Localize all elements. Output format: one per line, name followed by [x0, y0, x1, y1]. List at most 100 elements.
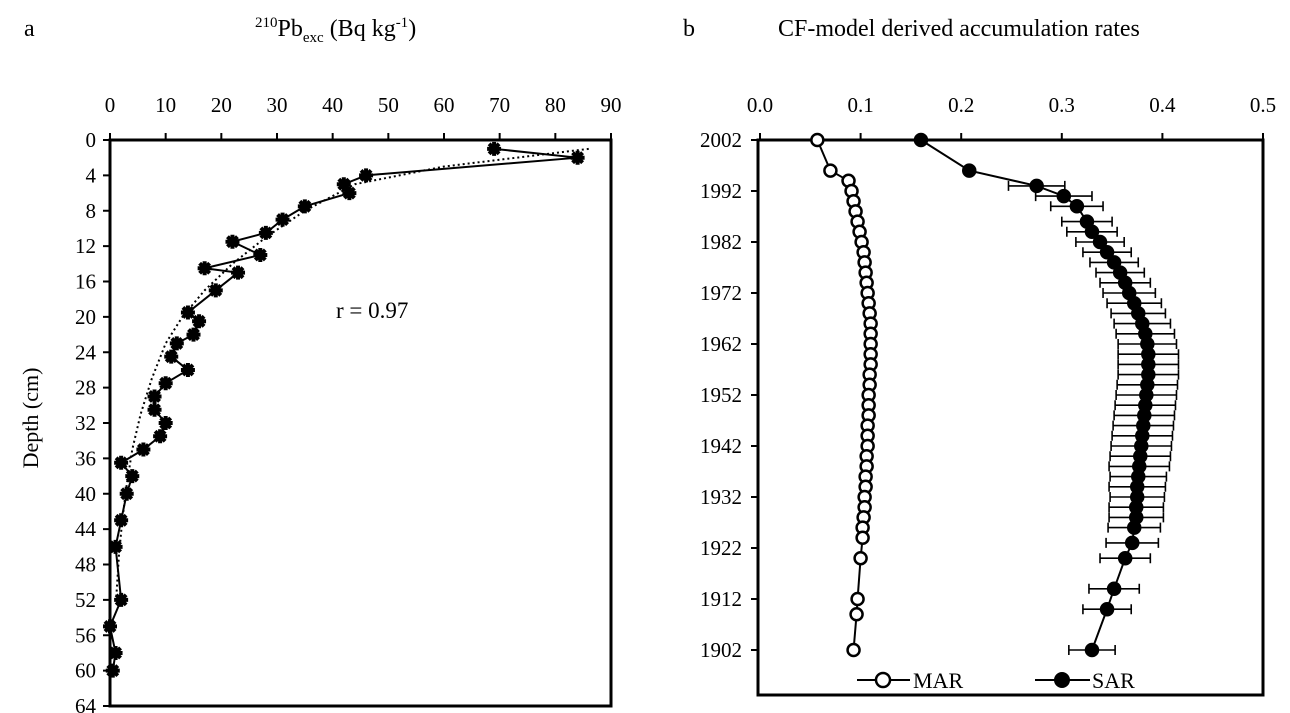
- data-point: [180, 305, 195, 320]
- sar-point: [1069, 199, 1085, 214]
- mar-point: [810, 132, 825, 148]
- mar-point: [823, 163, 838, 178]
- data-point: [231, 265, 246, 280]
- sar-point: [1106, 581, 1122, 597]
- x-tick-label: 0.1: [847, 93, 873, 117]
- y-tick-label: 1942: [700, 434, 742, 458]
- y-tick-label: 1902: [700, 638, 742, 662]
- mar-point: [846, 642, 861, 658]
- y-tick-label: 1962: [700, 332, 742, 356]
- data-point: [180, 362, 195, 377]
- data-point: [119, 486, 134, 501]
- x-tick-label: 0.3: [1049, 93, 1075, 117]
- y-tick-label: 60: [75, 659, 96, 683]
- data-point: [275, 212, 290, 227]
- y-tick-label: 32: [75, 411, 96, 435]
- sar-point: [1099, 244, 1115, 260]
- legend-sar-label: SAR: [1092, 668, 1135, 693]
- panel-a-title: 210Pbexc (Bq kg-1): [255, 15, 416, 46]
- legend-mar-marker: [874, 671, 892, 689]
- data-point: [158, 416, 173, 430]
- legend: MAR SAR: [857, 668, 1135, 693]
- data-point: [158, 376, 173, 391]
- y-tick-label: 1912: [700, 587, 742, 611]
- y-tick-label: 1952: [700, 383, 742, 407]
- x-tick-label: 0.2: [948, 93, 974, 117]
- measured-line: [108, 147, 578, 671]
- mar-point: [850, 591, 865, 607]
- data-point: [125, 469, 140, 484]
- sar-point: [961, 163, 977, 178]
- data-point: [186, 327, 201, 342]
- sar-point: [1126, 520, 1142, 535]
- y-tick-label: 64: [75, 694, 97, 713]
- y-tick-label: 4: [86, 163, 97, 187]
- y-tick-label: 1982: [700, 230, 742, 254]
- x-tick-label: 0.4: [1149, 93, 1176, 117]
- data-point: [197, 261, 212, 276]
- sar-point: [1099, 601, 1115, 617]
- data-point: [570, 150, 585, 165]
- sar-line: [920, 139, 1150, 651]
- y-tick-label: 12: [75, 234, 96, 258]
- data-point: [136, 442, 151, 457]
- legend-sar-marker: [1054, 672, 1070, 688]
- data-point: [153, 429, 168, 444]
- sar-point: [1092, 234, 1108, 250]
- data-point: [108, 539, 123, 554]
- mar-point: [849, 607, 864, 622]
- data-point: [147, 402, 162, 417]
- y-tick-label: 48: [75, 553, 96, 577]
- sar-point: [1117, 550, 1133, 566]
- y-tick-label: 20: [75, 305, 96, 329]
- sar-point: [1029, 178, 1044, 194]
- panel-a-ylabel: Depth (cm): [18, 368, 43, 469]
- data-point: [342, 186, 357, 201]
- data-point: [208, 283, 223, 298]
- panel-a-annotation: r = 0.97: [336, 298, 408, 323]
- x-tick-label: 0.5: [1250, 93, 1276, 117]
- panel-b-frame: [756, 138, 1265, 697]
- y-tick-label: 8: [86, 199, 97, 223]
- data-point: [169, 336, 184, 351]
- y-tick-label: 28: [75, 376, 96, 400]
- legend-mar-label: MAR: [913, 668, 963, 693]
- data-point: [359, 168, 374, 183]
- data-point: [225, 234, 240, 249]
- y-tick-label: 1932: [700, 485, 742, 509]
- panel-b-title: CF-model derived accumulation rates: [778, 16, 1140, 42]
- x-tick-label: 60: [434, 93, 455, 117]
- sar-point: [1084, 224, 1100, 240]
- data-point: [114, 592, 129, 607]
- y-tick-label: 0: [86, 128, 97, 152]
- y-tick-label: 36: [75, 446, 96, 470]
- data-point: [105, 663, 120, 678]
- panel-a-marks: [103, 141, 589, 678]
- x-tick-label: 50: [378, 93, 399, 117]
- x-tick-label: 0.0: [747, 93, 773, 117]
- data-point: [253, 247, 268, 262]
- y-tick-label: 1972: [700, 281, 742, 305]
- fit-curve: [115, 147, 589, 600]
- x-tick-label: 30: [267, 93, 288, 117]
- panel-b-letter: b: [683, 16, 695, 42]
- data-point: [108, 645, 123, 660]
- panel-b-ticks: 0.0 0.1 0.2 0.3 0.4 0.5 2002 1992 1982 1972 1962 19…: [700, 93, 1276, 662]
- mar-point: [853, 550, 868, 566]
- y-tick-label: 44: [75, 517, 97, 541]
- y-tick-label: 1992: [700, 179, 742, 203]
- panel-a-title-close: ): [408, 16, 416, 42]
- data-point: [114, 513, 129, 528]
- panel-a-title-main: Pb: [278, 16, 303, 42]
- panel-a-title-sup: 210: [255, 15, 278, 31]
- x-tick-label: 10: [155, 93, 176, 117]
- mar-point: [855, 530, 870, 546]
- sar-point: [1084, 642, 1100, 658]
- y-tick-label: 2002: [700, 128, 742, 152]
- panel-a-title-sub: exc: [303, 30, 324, 46]
- data-point: [164, 349, 179, 364]
- y-tick-label: 56: [75, 623, 96, 647]
- x-tick-label: 90: [601, 93, 622, 117]
- panel-b-marks: [810, 132, 1180, 658]
